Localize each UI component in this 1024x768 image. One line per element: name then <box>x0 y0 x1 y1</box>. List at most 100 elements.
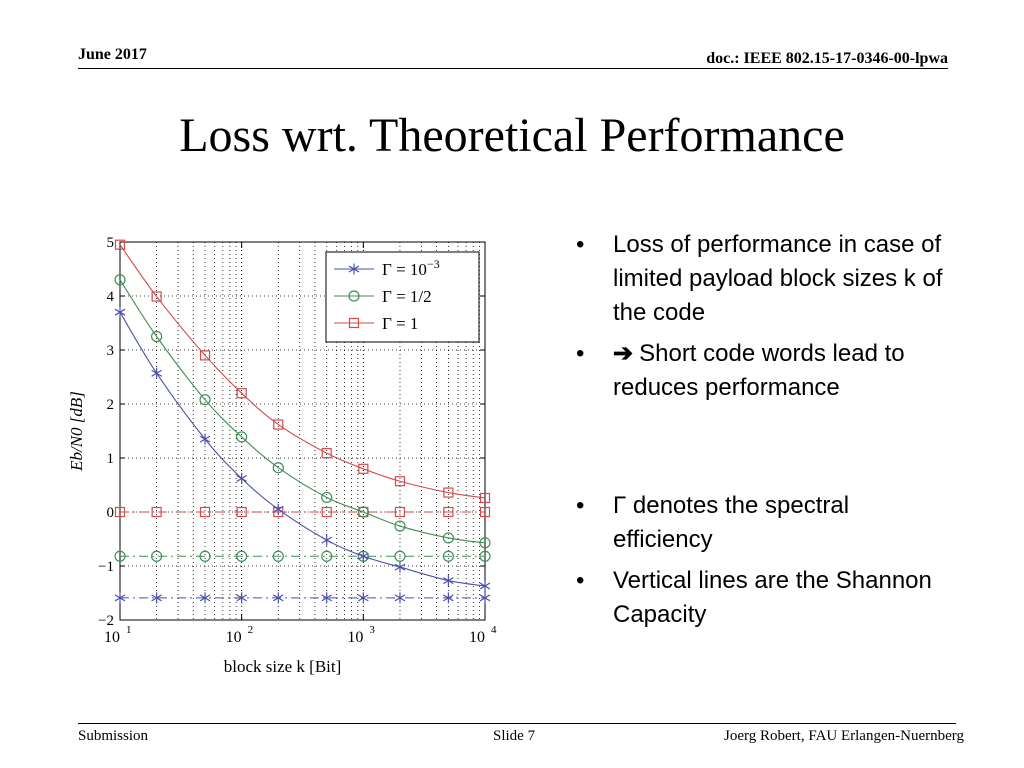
data-point-asterisk <box>199 592 211 604</box>
slide-title: Loss wrt. Theoretical Performance <box>179 109 845 162</box>
bullet-item: Γ denotes the spectral efficiency <box>572 489 952 557</box>
data-point-circle <box>199 394 211 406</box>
data-point-asterisk <box>272 503 284 515</box>
legend-label: Γ = 10−3 <box>382 257 440 279</box>
data-point-square <box>358 463 369 474</box>
footer-author: Joerg Robert, FAU Erlangen-Nuernberg <box>724 728 964 744</box>
data-point-circle <box>272 462 284 474</box>
asterisk-stroke <box>394 563 406 571</box>
data-point-asterisk <box>394 592 406 604</box>
series-line <box>114 239 491 504</box>
data-point-asterisk <box>236 473 247 485</box>
data-point-circle <box>357 506 369 518</box>
data-point-square <box>443 487 454 498</box>
y-tick-label: 0 <box>107 505 115 521</box>
header-date: June 2017 <box>78 46 147 63</box>
data-point-circle <box>394 520 406 532</box>
data-point-circle <box>321 550 333 562</box>
y-tick-label: 3 <box>107 343 115 359</box>
data-point-asterisk <box>236 592 247 604</box>
data-point-square <box>199 506 211 518</box>
series-curve <box>119 279 486 544</box>
bullet-text: Γ denotes the spectral efficiency <box>613 492 850 553</box>
data-point-circle <box>348 290 360 302</box>
data-point-square <box>321 448 332 459</box>
asterisk-stroke <box>479 594 491 602</box>
bullet-item: ➔Short code words lead to reduces perfor… <box>572 337 952 405</box>
asterisk-stroke <box>236 475 247 483</box>
data-point-asterisk <box>479 592 491 604</box>
data-point-square <box>443 506 454 518</box>
data-point-circle <box>394 550 406 562</box>
data-point-circle <box>114 550 126 562</box>
data-point-circle <box>479 537 491 549</box>
data-point-asterisk <box>114 592 126 604</box>
y-tick-label: 5 <box>107 235 115 251</box>
bullet-text: Short code words lead to reduces perform… <box>613 340 905 401</box>
asterisk-stroke <box>199 435 211 443</box>
data-point-square <box>479 492 491 504</box>
data-point-square <box>273 419 284 430</box>
bullet-text: Vertical lines are the Shannon Capacity <box>613 567 932 628</box>
chart-svg: −2 −1 0 1 2 3 4 5 10 1 10 2 10 3 10 4 block size k [Bit]… <box>67 235 497 676</box>
data-point-asterisk <box>394 561 406 573</box>
asterisk-stroke <box>151 369 162 377</box>
bullet-text: Loss of performance in case of limited p… <box>613 231 943 326</box>
legend-label: Γ = 1/2 <box>382 287 432 306</box>
y-tick-label: 2 <box>107 397 115 413</box>
x-axis-label: block size k [Bit] <box>224 657 342 676</box>
data-point-square <box>114 239 126 250</box>
asterisk-stroke <box>236 594 247 602</box>
data-point-circle <box>151 550 163 562</box>
data-point-circle <box>442 550 454 562</box>
data-point-asterisk <box>321 592 333 604</box>
data-point-square <box>236 388 247 399</box>
asterisk-stroke <box>479 582 491 590</box>
x-tick-exponent: 2 <box>248 624 254 636</box>
x-tick-label: 10 <box>469 629 485 646</box>
asterisk-stroke <box>114 308 126 316</box>
legend-label-exponent: −3 <box>427 257 440 271</box>
series-line <box>114 274 491 549</box>
data-point-asterisk <box>321 534 333 546</box>
legend: Γ = 10−3 Γ = 1/2 Γ = 1 <box>325 251 480 343</box>
data-point-square <box>394 476 406 487</box>
data-point-circle <box>151 330 163 343</box>
performance-chart: −2 −1 0 1 2 3 4 5 10 1 10 2 10 3 10 4 block size k [Bit]… <box>60 225 510 685</box>
asterisk-stroke <box>394 594 406 602</box>
asterisk-stroke <box>348 265 360 273</box>
data-point-asterisk <box>348 263 360 275</box>
series-curve <box>119 311 486 587</box>
data-point-asterisk <box>272 592 284 604</box>
data-point-circle <box>442 532 454 544</box>
asterisk-stroke <box>358 594 369 602</box>
asterisk-stroke <box>358 552 369 560</box>
header-divider <box>78 68 948 69</box>
data-point-asterisk <box>151 367 162 379</box>
data-point-square <box>236 506 247 518</box>
asterisk-stroke <box>114 594 126 602</box>
data-point-asterisk <box>443 592 454 604</box>
data-point-square <box>151 506 162 518</box>
x-tick-label: 10 <box>226 629 242 646</box>
y-tick-label: 4 <box>107 289 115 305</box>
data-point-asterisk <box>358 592 369 604</box>
capacity-line <box>114 592 491 604</box>
data-point-circle <box>114 274 126 286</box>
y-tick-label: −1 <box>98 559 114 575</box>
asterisk-stroke <box>151 594 162 602</box>
arrow-right-icon: ➔ <box>613 340 634 367</box>
data-point-square <box>151 291 162 302</box>
asterisk-stroke <box>321 536 333 544</box>
footer-divider <box>78 723 956 724</box>
data-point-circle <box>236 550 248 562</box>
data-point-circle <box>236 431 248 443</box>
asterisk-stroke <box>443 577 454 585</box>
capacity-line <box>114 506 491 518</box>
x-tick-exponent: 3 <box>369 624 375 636</box>
data-point-asterisk <box>114 306 126 318</box>
x-tick-exponent: 1 <box>126 624 132 636</box>
x-tick-label: 10 <box>347 629 363 646</box>
y-axis-label: Eb/N0 [dB] <box>67 391 86 472</box>
data-point-square <box>199 350 211 361</box>
